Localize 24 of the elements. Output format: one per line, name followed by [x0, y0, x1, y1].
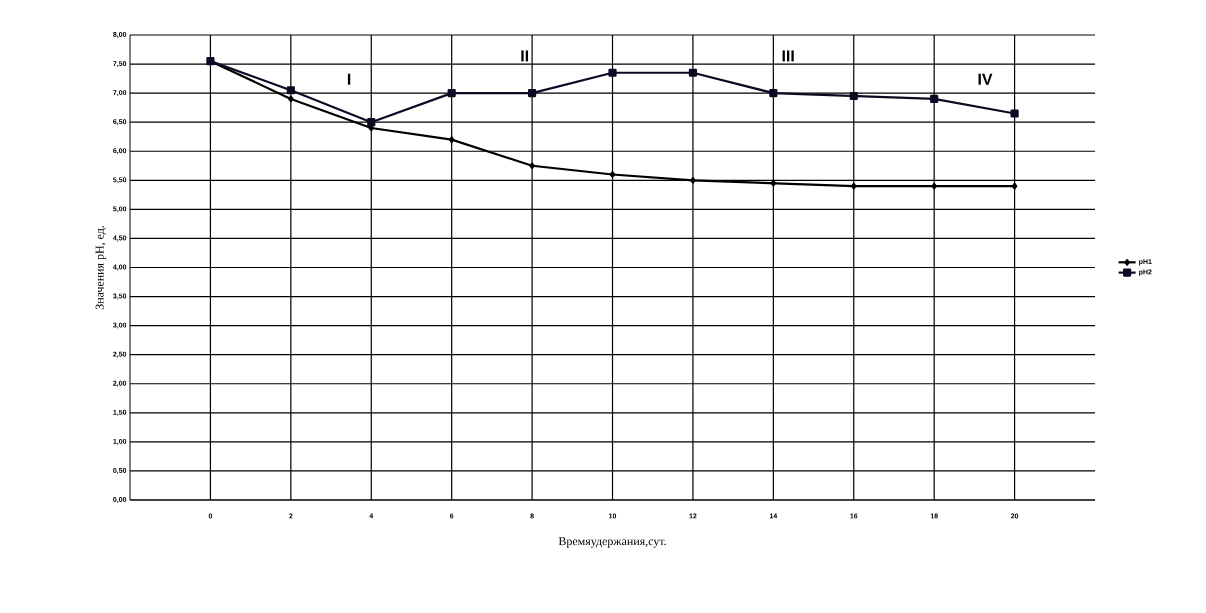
annotation: II — [521, 50, 529, 62]
point — [447, 89, 456, 98]
point — [931, 182, 937, 190]
y-axis-title: Значения рН, ед. — [95, 225, 107, 310]
point — [1010, 109, 1019, 118]
point — [688, 68, 698, 77]
x-axis-title: Времяудержания,сут. — [558, 537, 666, 548]
annotation: IV — [978, 73, 993, 85]
point — [288, 95, 294, 103]
point — [769, 89, 778, 98]
point — [690, 177, 696, 184]
point — [609, 171, 616, 178]
point — [367, 118, 376, 127]
point — [448, 136, 455, 143]
annotation: I — [347, 73, 351, 85]
point — [851, 182, 857, 190]
annotation: III — [782, 50, 794, 62]
point — [608, 68, 617, 77]
point — [930, 94, 939, 104]
point — [286, 86, 295, 95]
point — [849, 91, 858, 101]
point — [529, 162, 535, 170]
point — [1011, 182, 1018, 190]
point — [528, 89, 537, 98]
